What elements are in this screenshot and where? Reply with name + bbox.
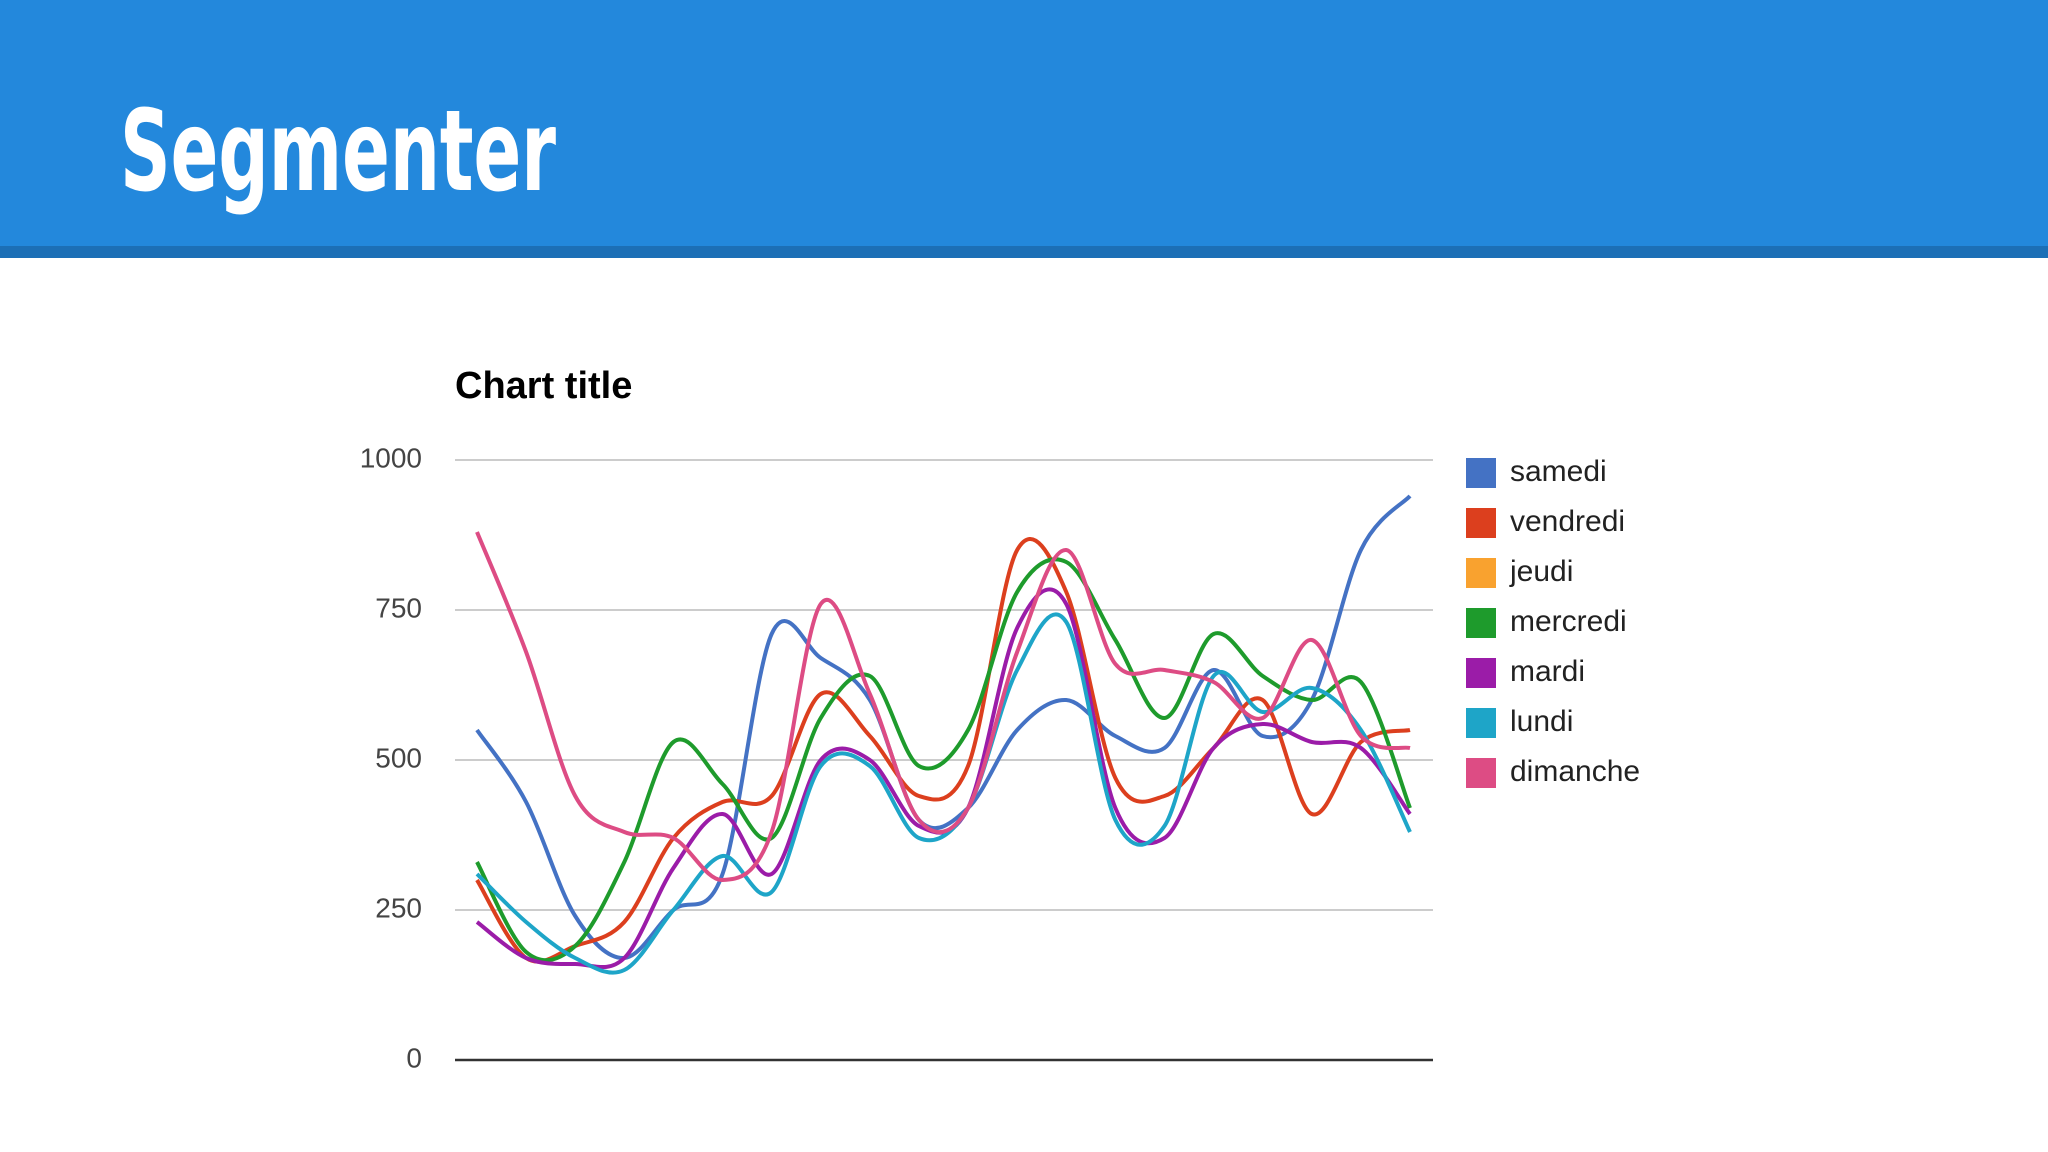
legend-swatch [1466,508,1496,538]
series-line [475,531,1411,882]
series-line [475,494,1412,960]
legend-swatch [1466,558,1496,588]
legend-label: vendredi [1510,505,1625,538]
legend-swatch [1466,658,1496,688]
legend-swatch [1466,758,1496,788]
legend-swatch [1466,608,1496,638]
series-line [475,537,1411,964]
y-tick-label: 0 [406,1042,422,1073]
legend-swatch [1466,708,1496,738]
series-line [475,612,1412,975]
legend-label: dimanche [1510,755,1640,788]
legend-label: mercredi [1510,605,1627,638]
header-stripe [0,246,2048,258]
chart-title: Chart title [455,365,632,407]
y-tick-label: 750 [375,592,422,623]
header-bar [0,0,2048,248]
legend-label: jeudi [1509,555,1573,588]
legend-swatch [1466,458,1496,488]
y-tick-label: 1000 [360,442,422,473]
legend-label: mardi [1510,655,1585,688]
y-tick-label: 500 [375,742,422,773]
y-tick-label: 250 [375,892,422,923]
slide-title: Segmenter [120,87,556,217]
legend-label: samedi [1510,455,1607,488]
legend-label: lundi [1510,705,1573,738]
